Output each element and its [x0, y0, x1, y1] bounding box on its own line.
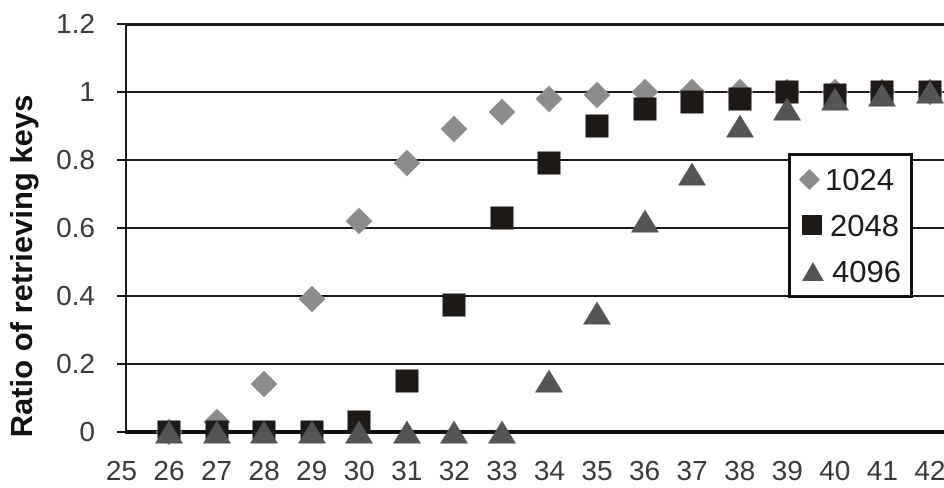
x-axis-tick-label: 25 [105, 455, 137, 486]
x-axis-tick-label: 28 [248, 455, 280, 486]
data-point-4096 [915, 80, 944, 104]
data-point-4096 [440, 420, 469, 444]
square-marker-icon [802, 215, 822, 236]
y-axis-tick [117, 431, 125, 433]
data-point-2048 [442, 293, 466, 316]
x-axis-tick-label: 39 [771, 455, 803, 486]
data-point-2048 [680, 90, 704, 114]
y-axis-tick-label: 1 [79, 76, 95, 107]
y-axis-tick [117, 23, 125, 25]
y-axis-tick-label: 1.2 [56, 8, 95, 39]
data-point-2048 [537, 151, 561, 175]
x-axis-tick-label: 36 [628, 455, 661, 486]
data-point-4096 [583, 301, 611, 325]
data-point-4096 [250, 420, 279, 444]
legend-item-1024: 1024 [791, 164, 910, 195]
data-point-4096 [678, 162, 707, 186]
x-axis-tick-label: 40 [819, 455, 851, 486]
x-axis-tick-label: 33 [486, 455, 518, 486]
legend-label: 4096 [832, 254, 901, 290]
data-point-4096 [154, 420, 183, 444]
data-point-4096 [345, 420, 374, 444]
legend-item-4096: 4096 [791, 256, 910, 287]
data-point-2048 [585, 114, 609, 138]
data-point-4096 [202, 420, 231, 444]
data-point-4096 [773, 97, 802, 121]
x-axis-line [125, 430, 944, 434]
y-axis-tick [117, 227, 125, 229]
y-axis-tick-label: 0.8 [56, 144, 95, 175]
gridline [125, 159, 944, 161]
y-axis-tick [117, 159, 125, 161]
gridline [125, 363, 944, 365]
x-axis-tick-label: 27 [200, 455, 233, 486]
y-axis-tick-label: 0.2 [56, 348, 95, 379]
x-axis-tick-label: 41 [866, 455, 898, 486]
gridline [125, 91, 944, 93]
diamond-marker-icon [798, 168, 821, 190]
data-point-4096 [297, 420, 326, 444]
x-axis-tick-label: 29 [296, 455, 328, 486]
gridline [125, 227, 944, 229]
x-axis-tick-label: 42 [914, 455, 944, 486]
data-point-4096 [392, 420, 421, 444]
data-point-4096 [820, 87, 849, 111]
y-axis-tick-label: 0 [79, 416, 95, 447]
data-point-4096 [487, 420, 516, 444]
y-axis-tick [117, 295, 125, 297]
y-axis-tick [117, 363, 125, 365]
legend: 1024 2048 4096 [788, 153, 913, 298]
data-point-2048 [728, 87, 752, 111]
data-point-4096 [725, 114, 754, 138]
legend-label: 1024 [825, 161, 894, 197]
y-axis-tick-label: 0.4 [56, 280, 95, 311]
data-point-2048 [633, 97, 657, 121]
data-point-2048 [395, 369, 419, 393]
x-axis-tick-label: 37 [676, 455, 708, 486]
x-axis-tick-label: 30 [343, 455, 375, 486]
x-axis-tick-label: 32 [438, 455, 470, 486]
gridline [125, 23, 944, 25]
x-axis-tick-label: 31 [391, 455, 423, 486]
data-point-4096 [535, 369, 564, 393]
data-point-2048 [490, 206, 514, 230]
y-axis-tick [117, 91, 125, 93]
legend-label: 2048 [830, 207, 899, 243]
x-axis-tick-label: 26 [153, 455, 185, 486]
gridline [125, 295, 944, 297]
y-axis-tick-label: 0.6 [56, 212, 95, 243]
data-point-4096 [868, 83, 897, 107]
legend-item-2048: 2048 [791, 210, 910, 241]
x-axis-tick-label: 34 [533, 455, 566, 486]
data-point-4096 [630, 209, 659, 233]
triangle-marker-icon [802, 262, 824, 282]
x-axis-tick-label: 35 [581, 455, 613, 486]
x-axis-tick-label: 38 [724, 455, 756, 486]
